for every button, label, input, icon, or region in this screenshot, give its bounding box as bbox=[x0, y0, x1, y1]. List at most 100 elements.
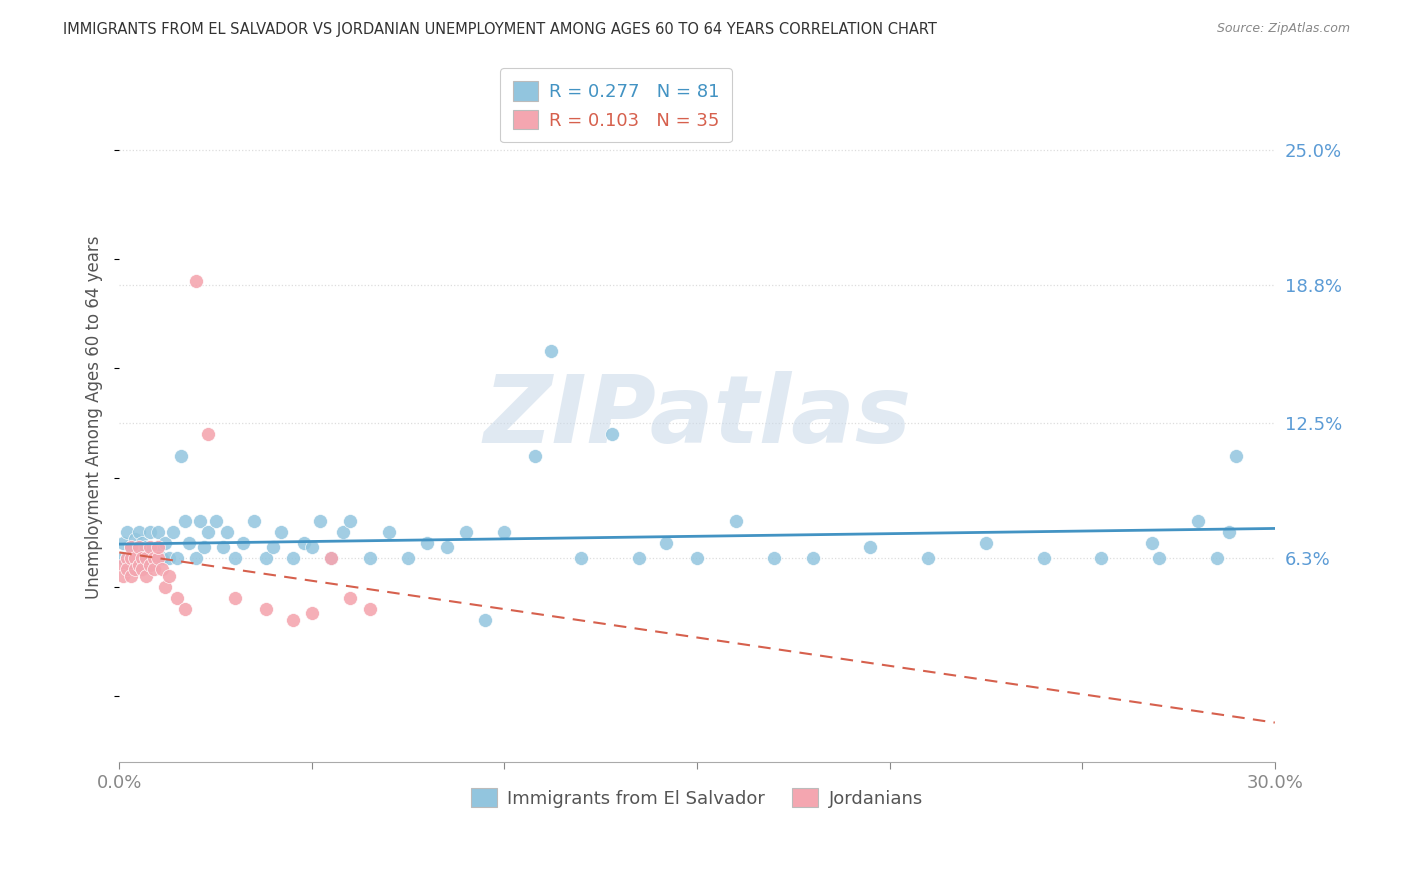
Point bbox=[231, 536, 253, 550]
Point bbox=[166, 551, 188, 566]
Point bbox=[157, 569, 180, 583]
Point bbox=[254, 601, 277, 615]
Point bbox=[115, 551, 138, 566]
Point bbox=[254, 551, 277, 566]
Point bbox=[188, 514, 211, 528]
Point bbox=[224, 591, 246, 605]
Point bbox=[359, 551, 381, 566]
Point bbox=[120, 541, 142, 555]
Point bbox=[115, 562, 138, 576]
Point bbox=[217, 525, 239, 540]
Point bbox=[292, 536, 315, 550]
Point bbox=[166, 591, 188, 605]
Point bbox=[146, 541, 169, 555]
Point bbox=[120, 558, 142, 572]
Point bbox=[150, 551, 173, 566]
Point bbox=[146, 541, 169, 555]
Point bbox=[155, 580, 177, 594]
Point bbox=[1140, 536, 1163, 550]
Point bbox=[186, 551, 208, 566]
Point bbox=[112, 551, 135, 566]
Point bbox=[120, 541, 142, 555]
Point bbox=[162, 525, 184, 540]
Y-axis label: Unemployment Among Ages 60 to 64 years: Unemployment Among Ages 60 to 64 years bbox=[86, 235, 103, 599]
Point bbox=[197, 426, 219, 441]
Point bbox=[115, 551, 138, 566]
Point bbox=[540, 343, 562, 358]
Point bbox=[339, 591, 361, 605]
Point bbox=[139, 551, 162, 566]
Point bbox=[139, 558, 162, 572]
Point bbox=[146, 551, 169, 566]
Point bbox=[686, 551, 709, 566]
Point bbox=[135, 551, 157, 566]
Point bbox=[359, 601, 381, 615]
Point bbox=[193, 541, 215, 555]
Point bbox=[177, 536, 200, 550]
Point bbox=[243, 514, 266, 528]
Point bbox=[308, 514, 330, 528]
Point bbox=[157, 551, 180, 566]
Point bbox=[859, 541, 882, 555]
Point bbox=[321, 551, 343, 566]
Point bbox=[128, 551, 150, 566]
Point bbox=[135, 541, 157, 555]
Point bbox=[571, 551, 593, 566]
Point bbox=[1149, 551, 1171, 566]
Point bbox=[655, 536, 678, 550]
Point bbox=[135, 551, 157, 566]
Point bbox=[224, 551, 246, 566]
Point bbox=[339, 514, 361, 528]
Point bbox=[124, 532, 146, 546]
Point bbox=[128, 541, 150, 555]
Point bbox=[281, 613, 304, 627]
Point bbox=[120, 551, 142, 566]
Point bbox=[112, 569, 135, 583]
Text: ZIPatlas: ZIPatlas bbox=[484, 371, 911, 463]
Legend: Immigrants from El Salvador, Jordanians: Immigrants from El Salvador, Jordanians bbox=[464, 780, 929, 814]
Point bbox=[150, 562, 173, 576]
Point bbox=[135, 569, 157, 583]
Point bbox=[524, 449, 547, 463]
Point bbox=[128, 558, 150, 572]
Point bbox=[281, 551, 304, 566]
Point bbox=[301, 541, 323, 555]
Point bbox=[142, 551, 165, 566]
Point bbox=[124, 551, 146, 566]
Point bbox=[763, 551, 786, 566]
Point bbox=[131, 558, 153, 572]
Point bbox=[142, 551, 165, 566]
Point bbox=[173, 514, 195, 528]
Point bbox=[212, 541, 235, 555]
Point bbox=[494, 525, 516, 540]
Point bbox=[321, 551, 343, 566]
Point bbox=[974, 536, 997, 550]
Point bbox=[146, 525, 169, 540]
Point bbox=[131, 551, 153, 566]
Point bbox=[170, 449, 193, 463]
Point bbox=[124, 551, 146, 566]
Point bbox=[1206, 551, 1229, 566]
Point bbox=[724, 514, 747, 528]
Point bbox=[396, 551, 419, 566]
Point bbox=[112, 558, 135, 572]
Point bbox=[197, 525, 219, 540]
Point bbox=[917, 551, 939, 566]
Point bbox=[1218, 525, 1240, 540]
Point bbox=[262, 541, 284, 555]
Point bbox=[112, 536, 135, 550]
Point bbox=[600, 426, 623, 441]
Point bbox=[128, 525, 150, 540]
Point bbox=[301, 606, 323, 620]
Text: IMMIGRANTS FROM EL SALVADOR VS JORDANIAN UNEMPLOYMENT AMONG AGES 60 TO 64 YEARS : IMMIGRANTS FROM EL SALVADOR VS JORDANIAN… bbox=[63, 22, 938, 37]
Point bbox=[124, 562, 146, 576]
Point bbox=[115, 562, 138, 576]
Point bbox=[131, 551, 153, 566]
Point bbox=[173, 601, 195, 615]
Point bbox=[155, 536, 177, 550]
Point bbox=[115, 525, 138, 540]
Point bbox=[378, 525, 401, 540]
Point bbox=[1032, 551, 1054, 566]
Point bbox=[120, 569, 142, 583]
Point bbox=[1187, 514, 1209, 528]
